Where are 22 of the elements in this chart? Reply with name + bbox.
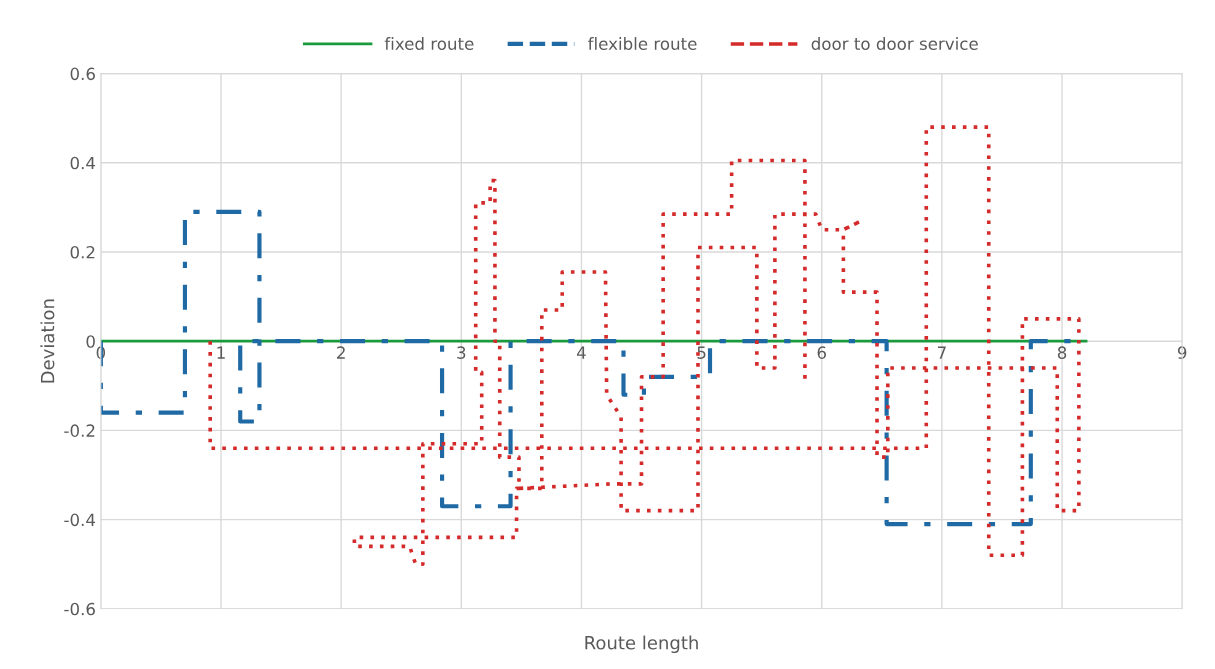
- y-tick-label: -0.6: [64, 602, 95, 616]
- y-axis-title: Deviation: [40, 299, 55, 383]
- x-axis-title: Route length: [585, 635, 698, 654]
- line-series: [208, 125, 1081, 566]
- y-tick-label: 0.6: [70, 67, 95, 81]
- legend-label: door to door service: [811, 37, 978, 51]
- x-tick-label: 6: [817, 346, 826, 359]
- x-tick-label: 5: [697, 346, 706, 359]
- y-tick-label: 0.4: [70, 156, 96, 170]
- x-tick-label: 8: [1057, 346, 1067, 359]
- y-tick-label: -0.4: [64, 513, 96, 527]
- x-tick-label: 3: [457, 346, 466, 359]
- legend-label: flexible route: [588, 37, 697, 51]
- legend-label: fixed route: [384, 37, 474, 51]
- x-tick-label: 7: [937, 346, 946, 359]
- x-tick-label: 1: [217, 346, 225, 359]
- x-tick-label: 2: [337, 346, 345, 359]
- x-tick-label: 9: [1177, 346, 1187, 359]
- x-tick-label: 4: [576, 346, 586, 359]
- y-tick-label: -0.2: [64, 424, 95, 437]
- y-tick-label: 0: [86, 335, 95, 348]
- y-tick-label: 0.2: [70, 245, 95, 259]
